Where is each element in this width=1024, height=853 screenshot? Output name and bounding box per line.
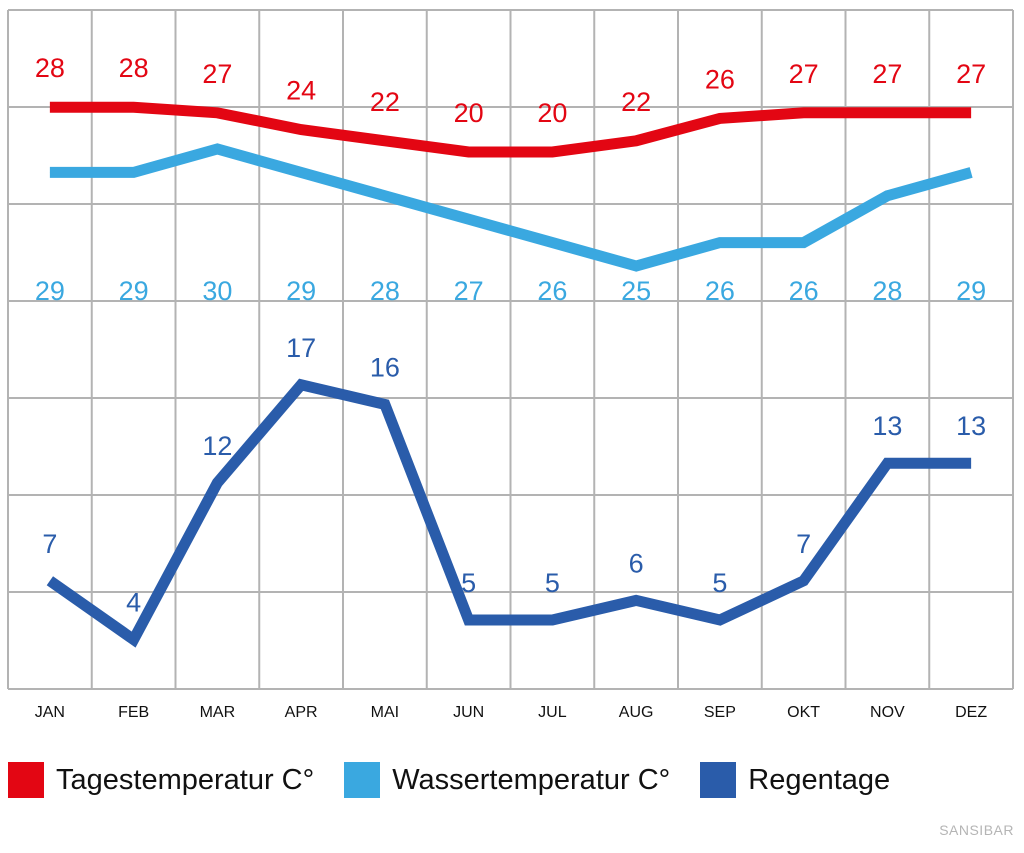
data-label-rain-days: 7 — [796, 529, 811, 559]
data-label-day-temp: 22 — [621, 87, 651, 117]
data-label-water-temp: 25 — [621, 276, 651, 306]
series-line-water-temp — [49, 143, 973, 272]
data-label-water-temp: 28 — [370, 276, 400, 306]
data-label-rain-days: 17 — [286, 333, 316, 363]
x-tick-label: SEP — [704, 704, 736, 721]
series-line-rain-days — [46, 378, 972, 648]
legend-item-rain-days: Regentage — [700, 762, 890, 798]
data-label-water-temp: 27 — [454, 276, 484, 306]
data-label-day-temp: 28 — [119, 53, 149, 83]
data-label-rain-days: 5 — [712, 568, 727, 598]
legend-item-day-temp: Tagestemperatur C° — [8, 762, 314, 798]
data-label-rain-days: 6 — [629, 548, 644, 578]
x-tick-label: FEB — [118, 704, 149, 721]
data-label-water-temp: 29 — [35, 276, 65, 306]
x-tick-label: JAN — [35, 704, 65, 721]
data-label-water-temp: 29 — [286, 276, 316, 306]
data-label-water-temp: 29 — [956, 276, 986, 306]
data-label-day-temp: 22 — [370, 87, 400, 117]
x-tick-label: DEZ — [955, 704, 987, 721]
data-label-rain-days: 13 — [956, 411, 986, 441]
data-label-day-temp: 27 — [956, 59, 986, 89]
data-label-day-temp: 27 — [789, 59, 819, 89]
data-label-day-temp: 27 — [202, 59, 232, 89]
data-label-rain-days: 5 — [545, 568, 560, 598]
data-label-rain-days: 4 — [126, 588, 141, 618]
legend: Tagestemperatur C° Wassertemperatur C° R… — [8, 762, 890, 798]
data-label-water-temp: 29 — [119, 276, 149, 306]
data-label-rain-days: 12 — [202, 431, 232, 461]
climate-chart: JAN FEB MAR APR MAI JUN JUL AUG SEP OKT NOV DEZ 28 28… — [7, 9, 1014, 721]
data-label-rain-days: 5 — [461, 568, 476, 598]
x-tick-label: JUN — [453, 704, 484, 721]
data-label-day-temp: 20 — [454, 98, 484, 128]
legend-swatch-rain-days — [700, 762, 737, 798]
series-line-day-temp — [49, 101, 972, 158]
data-label-rain-days: 16 — [370, 352, 400, 382]
legend-swatch-water-temp — [344, 762, 381, 798]
x-tick-label: AUG — [619, 704, 654, 721]
legend-label: Regentage — [748, 763, 891, 796]
x-tick-label: JUL — [538, 704, 567, 721]
data-label-day-temp: 20 — [537, 98, 567, 128]
data-label-day-temp: 28 — [35, 53, 65, 83]
legend-item-water-temp: Wassertemperatur C° — [344, 762, 670, 798]
brand-label: SANSIBAR — [939, 822, 1014, 838]
data-label-day-temp: 26 — [705, 64, 735, 94]
data-label-water-temp: 26 — [705, 276, 735, 306]
legend-label: Tagestemperatur C° — [56, 763, 315, 796]
data-label-water-temp: 30 — [202, 276, 232, 306]
x-tick-label: OKT — [787, 704, 820, 721]
data-label-water-temp: 26 — [537, 276, 567, 306]
x-tick-label: NOV — [870, 704, 905, 721]
legend-label: Wassertemperatur C° — [392, 763, 671, 796]
data-label-day-temp: 24 — [286, 76, 316, 106]
x-tick-label: MAR — [200, 704, 236, 721]
data-label-rain-days: 7 — [42, 529, 57, 559]
data-label-day-temp: 27 — [872, 59, 902, 89]
x-tick-label: MAI — [371, 704, 399, 721]
x-tick-label: APR — [285, 704, 318, 721]
data-label-rain-days: 13 — [872, 411, 902, 441]
data-label-water-temp: 26 — [789, 276, 819, 306]
data-label-water-temp: 28 — [872, 276, 902, 306]
legend-swatch-day-temp — [8, 762, 44, 798]
